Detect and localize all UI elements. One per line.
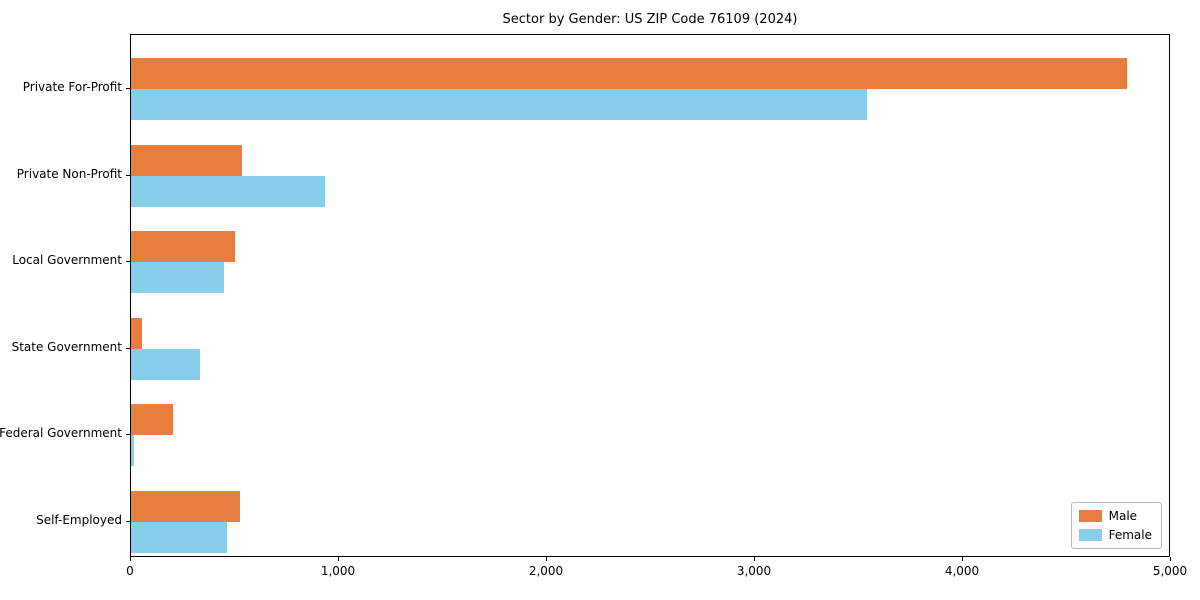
bar-female-federal-government — [131, 435, 135, 467]
plot-area: Male Female — [130, 34, 1170, 557]
legend: Male Female — [1070, 502, 1162, 549]
bar-female-private-for-profit — [131, 89, 868, 120]
ytick-label-private-non-profit: Private Non-Profit — [16, 166, 122, 181]
bar-male-local-government — [131, 231, 235, 263]
bar-male-private-for-profit — [131, 58, 1128, 89]
xtick-label-2-000: 2,000 — [528, 564, 564, 578]
ytick-label-federal-government: Federal Government — [0, 426, 122, 441]
xtick-label-4-000: 4,000 — [944, 564, 980, 578]
bar-female-self-employed — [131, 522, 227, 553]
xtick-label-3-000: 3,000 — [736, 564, 772, 578]
xtick-mark — [338, 557, 339, 561]
ytick-mark — [126, 347, 130, 349]
ytick-label-state-government: State Government — [11, 339, 122, 354]
bar-male-federal-government — [131, 404, 173, 436]
ytick-mark — [126, 174, 130, 176]
ytick-mark — [126, 521, 130, 522]
xtick-mark — [754, 557, 755, 561]
ytick-mark — [126, 88, 130, 89]
xtick-mark — [130, 557, 131, 561]
ytick-mark — [126, 434, 130, 436]
xtick-label-1-000: 1,000 — [320, 564, 356, 578]
xtick-label-0: 0 — [126, 564, 134, 578]
bar-female-private-non-profit — [131, 175, 326, 207]
xtick-label-5-000: 5,000 — [1152, 564, 1188, 578]
bar-male-state-government — [131, 317, 143, 349]
bar-male-private-non-profit — [131, 144, 243, 176]
bar-female-local-government — [131, 262, 224, 294]
ytick-label-self-employed: Self-Employed — [36, 513, 122, 527]
ytick-label-private-for-profit: Private For-Profit — [22, 80, 122, 94]
legend-item-female: Female — [1078, 528, 1152, 542]
legend-label-female: Female — [1108, 528, 1152, 542]
xtick-mark — [1170, 557, 1171, 561]
legend-swatch-female — [1078, 529, 1102, 541]
xtick-mark — [962, 557, 963, 561]
xtick-mark — [546, 557, 547, 561]
ytick-label-local-government: Local Government — [12, 253, 122, 268]
legend-label-male: Male — [1108, 509, 1138, 523]
legend-item-male: Male — [1078, 509, 1152, 523]
bar-female-state-government — [131, 348, 200, 380]
ytick-mark — [126, 261, 130, 263]
legend-swatch-male — [1078, 510, 1102, 522]
chart-title: Sector by Gender: US ZIP Code 76109 (202… — [502, 12, 798, 27]
bar-male-self-employed — [131, 491, 241, 522]
